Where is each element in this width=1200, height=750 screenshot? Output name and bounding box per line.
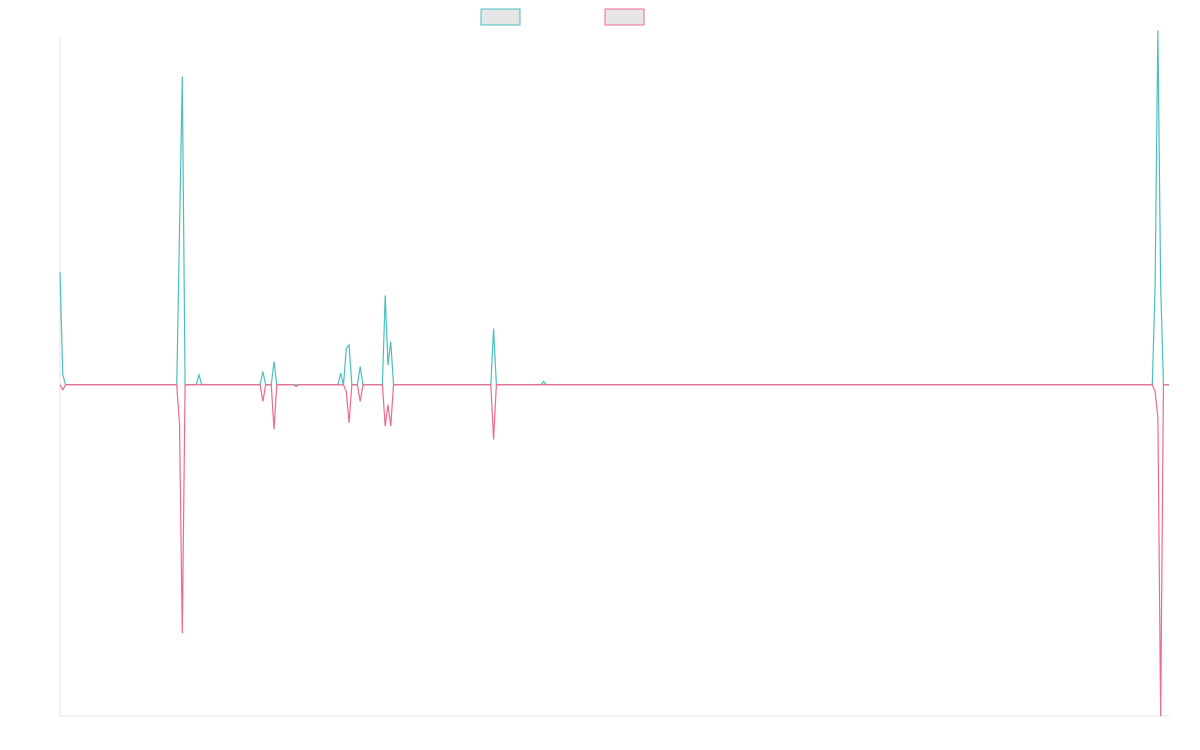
plot-area (59, 30, 1169, 717)
axes (59, 37, 1169, 717)
series-2-line (59, 384, 1169, 717)
legend (480, 8, 645, 26)
series-1-line (59, 30, 1169, 386)
legend-swatch-series-1 (480, 8, 521, 26)
legend-swatch-series-2 (604, 8, 645, 26)
